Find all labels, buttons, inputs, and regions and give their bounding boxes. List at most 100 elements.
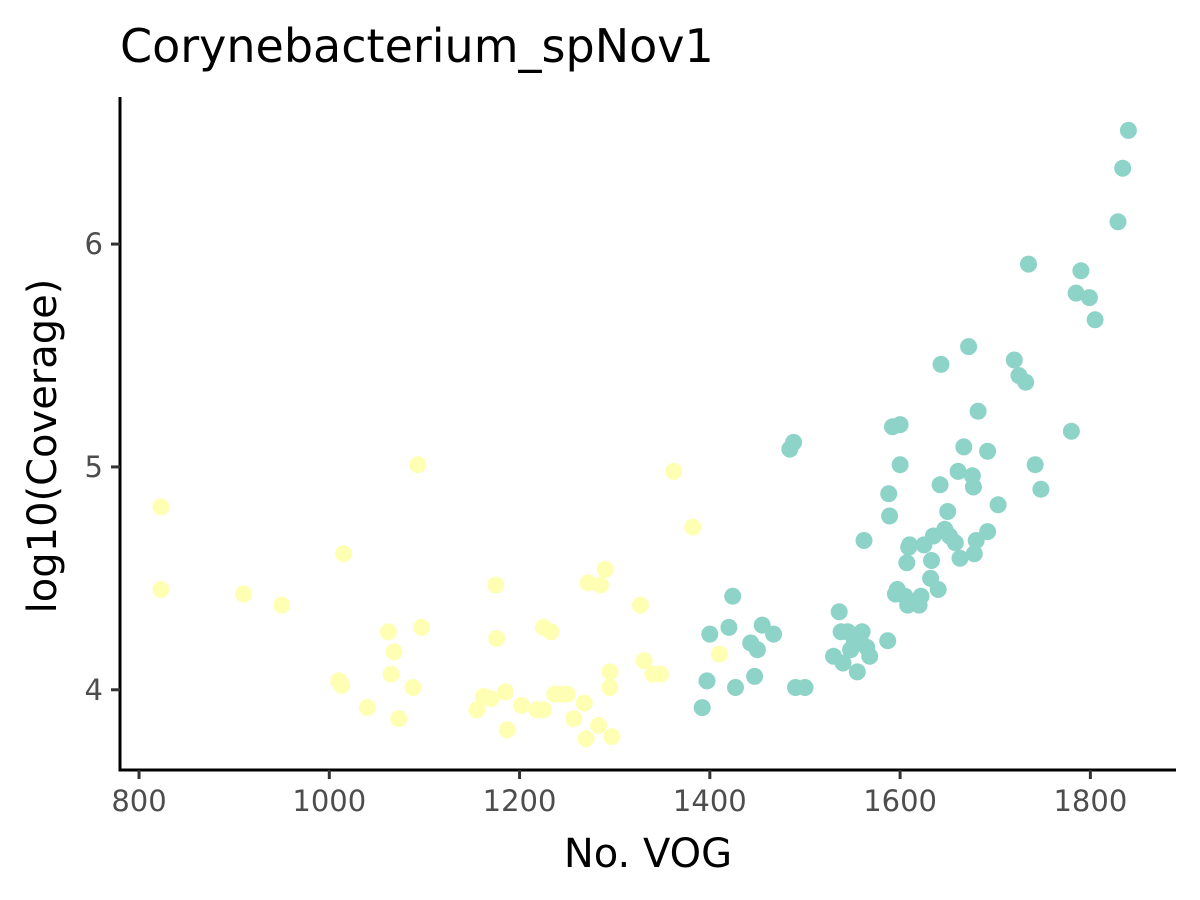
data-point <box>1062 422 1080 440</box>
data-point <box>1020 255 1037 273</box>
data-point <box>684 518 702 536</box>
x-tick-label: 800 <box>111 784 166 818</box>
data-point <box>1026 456 1044 474</box>
data-point <box>898 554 916 572</box>
data-point <box>965 545 983 563</box>
x-tick-label: 1600 <box>863 784 937 818</box>
data-point <box>979 442 997 460</box>
data-point <box>891 456 909 474</box>
data-point <box>591 576 609 594</box>
data-point <box>590 716 607 734</box>
data-point <box>631 596 649 614</box>
data-point <box>939 503 957 520</box>
data-point <box>960 338 978 356</box>
data-point <box>1005 351 1023 369</box>
data-point <box>785 433 803 451</box>
x-axis-title: No. VOG <box>564 831 732 877</box>
data-point <box>720 618 738 636</box>
data-point <box>834 654 852 672</box>
data-point <box>404 679 422 696</box>
data-point <box>912 587 930 605</box>
y-tick-label: 6 <box>85 227 103 261</box>
data-point <box>698 672 716 690</box>
data-point <box>542 623 560 641</box>
data-point <box>482 690 500 708</box>
data-point <box>929 581 947 598</box>
data-point <box>923 552 940 569</box>
data-point <box>601 663 619 681</box>
data-point <box>1119 121 1137 139</box>
data-point <box>558 685 576 703</box>
data-point <box>335 545 353 563</box>
data-point <box>651 665 669 683</box>
data-point <box>967 532 985 549</box>
data-point <box>880 485 898 503</box>
x-tick-label: 1800 <box>1053 784 1127 818</box>
data-point <box>748 641 766 659</box>
data-point <box>701 625 719 643</box>
data-point <box>724 587 742 605</box>
x-tick-label: 1400 <box>673 784 747 818</box>
data-point <box>498 721 516 739</box>
data-point <box>1109 213 1127 231</box>
y-axis-ticks: 4 5 6 <box>85 227 120 707</box>
data-point <box>385 643 403 661</box>
data-point <box>881 507 899 525</box>
data-point <box>513 696 530 714</box>
data-point <box>753 616 771 634</box>
data-point <box>488 630 506 647</box>
data-point <box>1086 311 1104 329</box>
data-point <box>333 676 351 694</box>
data-point <box>746 667 764 685</box>
data-point <box>575 694 593 712</box>
data-point <box>273 596 291 614</box>
data-point <box>487 576 505 594</box>
y-tick-label: 5 <box>85 450 103 484</box>
data-point <box>861 647 879 665</box>
data-point <box>382 665 400 683</box>
x-tick-label: 1200 <box>483 784 557 818</box>
data-point <box>932 355 950 373</box>
data-point <box>1017 373 1035 391</box>
data-point <box>577 730 595 748</box>
data-point <box>596 560 614 578</box>
data-point <box>235 585 253 603</box>
data-point <box>955 438 973 456</box>
data-point <box>931 476 949 494</box>
x-axis-ticks: 800 1000 1200 1400 1600 1800 <box>111 770 1127 818</box>
data-point <box>891 416 909 434</box>
data-point <box>964 478 982 496</box>
y-tick-label: 4 <box>85 673 103 707</box>
data-points <box>152 121 1137 748</box>
data-point <box>879 632 897 650</box>
data-point <box>152 498 170 516</box>
data-point <box>693 699 711 717</box>
data-point <box>468 701 486 719</box>
data-point <box>853 623 871 641</box>
data-point <box>949 462 967 480</box>
data-point <box>796 679 814 696</box>
data-point <box>989 496 1007 514</box>
data-point <box>413 618 431 636</box>
data-point <box>603 728 621 746</box>
data-point <box>1032 480 1050 498</box>
data-point <box>979 523 997 541</box>
data-point <box>710 645 728 663</box>
chart-title: Corynebacterium_spNov1 <box>120 19 714 73</box>
data-point <box>601 679 619 696</box>
data-point <box>946 534 964 552</box>
data-point <box>848 663 866 681</box>
y-axis-title: log10(Coverage) <box>20 279 66 614</box>
data-point <box>830 603 848 621</box>
data-point <box>390 710 408 728</box>
data-point <box>951 549 969 567</box>
data-point <box>152 581 170 598</box>
data-point <box>379 623 397 641</box>
data-point <box>1114 159 1132 177</box>
data-point <box>409 456 427 474</box>
data-point <box>727 679 744 696</box>
data-point <box>901 536 919 554</box>
data-point <box>496 683 514 701</box>
data-point <box>1080 289 1098 307</box>
